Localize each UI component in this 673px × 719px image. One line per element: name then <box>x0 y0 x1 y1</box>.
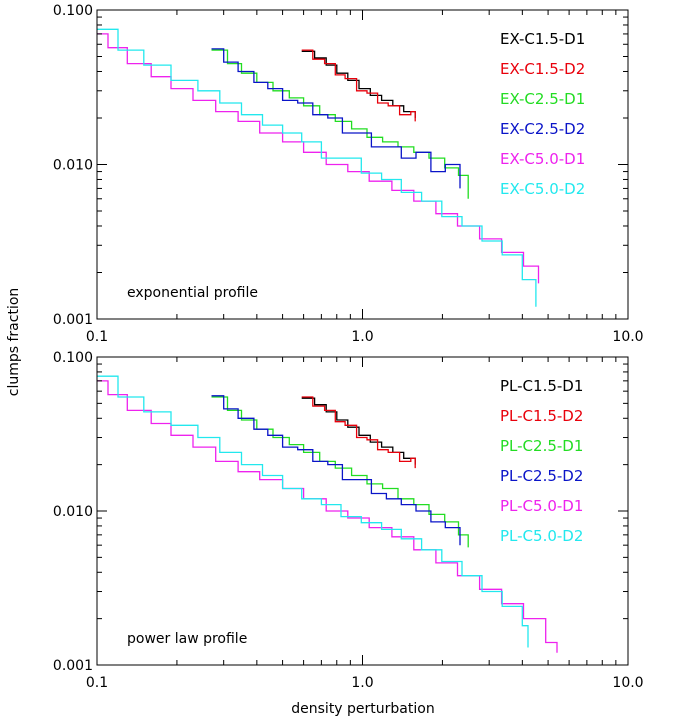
series-line <box>301 396 416 469</box>
panel-annotation: exponential profile <box>127 285 258 301</box>
series-line <box>97 33 540 284</box>
panel-2: 0.1 1.0 10.0 0.001 0.010 0.100 PL-C1.5-D1 PL-C1… <box>53 350 644 691</box>
series-line <box>211 49 469 199</box>
legend-entry: PL-C2.5-D2 <box>500 467 583 485</box>
legend-entry: EX-C2.5-D2 <box>500 120 585 138</box>
y-tick-label: 0.100 <box>53 3 93 19</box>
legend-entry: PL-C1.5-D1 <box>500 377 583 395</box>
x-tick-label: 0.1 <box>86 675 108 691</box>
x-tick-label: 10.0 <box>612 329 643 345</box>
series-line <box>97 380 558 653</box>
series-line <box>97 375 529 648</box>
series-line <box>211 396 469 548</box>
y-tick-label: 0.010 <box>53 504 93 520</box>
y-tick-label: 0.001 <box>53 658 93 674</box>
y-tick-label: 0.001 <box>53 312 93 328</box>
y-tick-label: 0.010 <box>53 158 93 174</box>
series-line <box>301 397 416 465</box>
legend-entry: PL-C1.5-D2 <box>500 407 583 425</box>
legend-entry: EX-C1.5-D2 <box>500 60 585 78</box>
y-tick-label: 0.100 <box>53 350 93 366</box>
x-tick-label: 10.0 <box>612 675 643 691</box>
legend-entry: EX-C1.5-D1 <box>500 30 585 48</box>
panel-1: 0.1 1.0 10.0 0.001 0.010 0.100 EX-C1.5-D1 EX-C1… <box>53 3 644 345</box>
series-line <box>301 49 416 122</box>
y-axis-label: clumps fraction <box>6 288 22 397</box>
legend-entry: PL-C5.0-D1 <box>500 497 583 515</box>
legend-entry: EX-C5.0-D2 <box>500 180 585 198</box>
legend-entry: EX-C5.0-D1 <box>500 150 585 168</box>
x-axis-label: density perturbation <box>291 701 434 717</box>
series-line <box>97 28 537 307</box>
legend-entry: EX-C2.5-D1 <box>500 90 585 108</box>
legend-entry: PL-C5.0-D2 <box>500 527 583 545</box>
x-tick-label: 1.0 <box>351 329 373 345</box>
panel-annotation: power law profile <box>127 631 247 647</box>
x-tick-label: 1.0 <box>351 675 373 691</box>
series-line <box>211 395 461 546</box>
series-line <box>301 50 416 118</box>
series-line <box>211 48 461 189</box>
x-tick-label: 0.1 <box>86 329 108 345</box>
legend-entry: PL-C2.5-D1 <box>500 437 583 455</box>
